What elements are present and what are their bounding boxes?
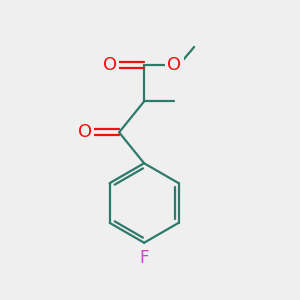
Text: O: O: [103, 56, 117, 74]
Text: O: O: [78, 123, 92, 141]
Text: O: O: [167, 56, 182, 74]
Text: F: F: [140, 249, 149, 267]
